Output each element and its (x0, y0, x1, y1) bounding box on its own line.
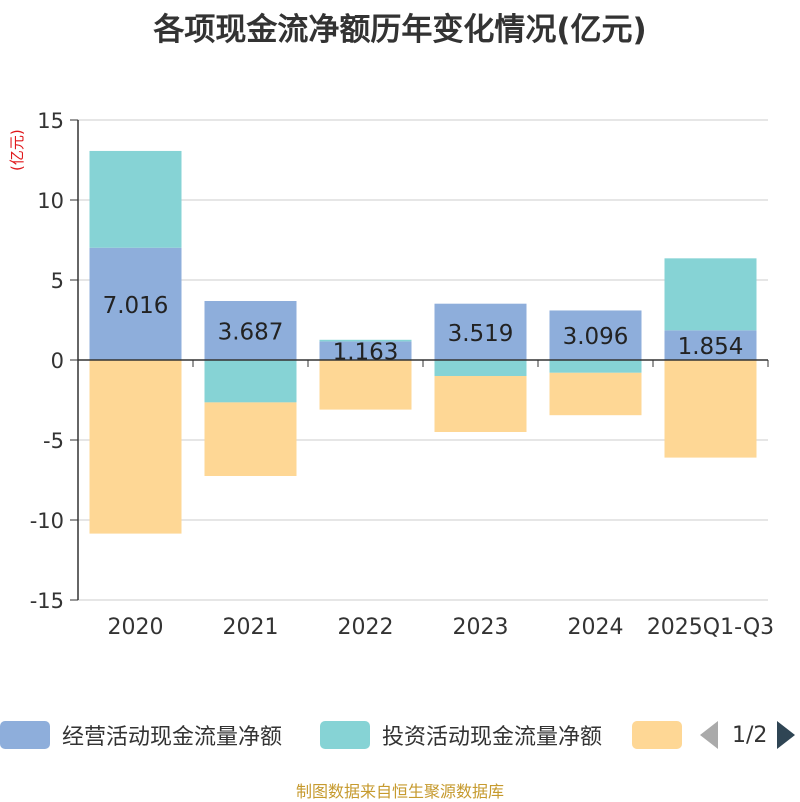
bar-investing (549, 360, 642, 373)
bars (89, 150, 757, 534)
y-tick-label: 5 (51, 269, 64, 293)
bar-financing (434, 376, 527, 432)
y-tick-label: 15 (37, 109, 64, 133)
data-label: 3.519 (448, 321, 514, 347)
bar-investing (204, 360, 297, 403)
chart-canvas: 15 10 5 0 -5 -10 -15 2020 2021 2022 2023 2024 2025Q1… (30, 109, 774, 640)
legend-label-operating: 经营活动现金流量净额 (62, 725, 283, 750)
bar-financing (549, 372, 642, 416)
source-note: 制图数据来自恒生聚源数据库 (295, 782, 504, 801)
bar-operating (204, 301, 297, 360)
x-tick-label: 2025Q1-Q3 (647, 615, 774, 640)
bar-operating (664, 330, 757, 360)
bar-financing (664, 360, 757, 458)
x-tick-label: 2024 (568, 615, 624, 640)
bar-financing (204, 402, 297, 476)
y-tick-label: -5 (43, 429, 64, 453)
x-tick-label: 2021 (223, 615, 279, 640)
legend-prev-icon[interactable] (700, 721, 718, 749)
bar-operating (549, 310, 642, 360)
chart-title: 各项现金流净额历年变化情况(亿元) (153, 12, 647, 48)
bar-investing (89, 150, 182, 248)
gridlines (78, 119, 768, 601)
legend-item-investing[interactable]: 投资活动现金流量净额 (320, 720, 602, 750)
legend-item-operating[interactable]: 经营活动现金流量净额 (0, 720, 282, 750)
bar-financing (319, 360, 412, 410)
bar-investing (664, 258, 757, 331)
legend-item-financing[interactable] (632, 720, 682, 750)
legend-next-icon[interactable] (777, 721, 796, 749)
y-tick-label: -15 (30, 589, 64, 613)
x-tick-label: 2022 (338, 615, 394, 640)
x-tick-label: 2020 (108, 615, 164, 640)
data-label: 3.687 (218, 320, 284, 346)
legend-swatch-operating (0, 721, 50, 749)
bar-operating (319, 341, 412, 360)
y-tick-label: 10 (37, 189, 64, 213)
x-tick-label: 2023 (453, 615, 509, 640)
data-label: 7.016 (103, 293, 169, 319)
data-label: 3.096 (563, 324, 629, 350)
y-tick-label: 0 (51, 349, 64, 373)
legend-label-investing: 投资活动现金流量净额 (382, 725, 603, 750)
bar-financing (89, 360, 182, 534)
legend-swatch-financing (632, 721, 682, 749)
legend-page-indicator: 1/2 (732, 722, 768, 748)
bar-operating (434, 303, 527, 360)
legend-pager: 1/2 (700, 716, 796, 754)
legend-swatch-investing (320, 721, 370, 749)
data-label: 1.854 (678, 334, 744, 360)
data-label: 1.163 (333, 340, 399, 366)
bar-investing (319, 339, 412, 342)
axes: 15 10 5 0 -5 -10 -15 2020 2021 2022 2023 2024 2025Q1… (30, 109, 774, 640)
bar-investing (434, 360, 527, 376)
data-labels: 7.016 3.687 1.163 3.519 3.096 1.854 (103, 293, 744, 366)
y-tick-label: -10 (30, 509, 64, 533)
bar-operating (89, 247, 182, 360)
legend: 经营活动现金流量净额 投资活动现金流量净额 1/2 (0, 716, 800, 754)
